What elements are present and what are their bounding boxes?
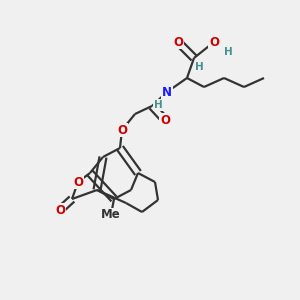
Text: O: O [55, 203, 65, 217]
Text: H: H [195, 62, 203, 72]
Text: O: O [173, 35, 183, 49]
Text: O: O [117, 124, 127, 136]
Text: Me: Me [101, 208, 121, 221]
Text: O: O [73, 176, 83, 188]
Text: O: O [160, 113, 170, 127]
Text: H: H [154, 100, 162, 110]
Text: N: N [162, 85, 172, 98]
Text: H: H [224, 47, 232, 57]
Text: O: O [209, 35, 219, 49]
